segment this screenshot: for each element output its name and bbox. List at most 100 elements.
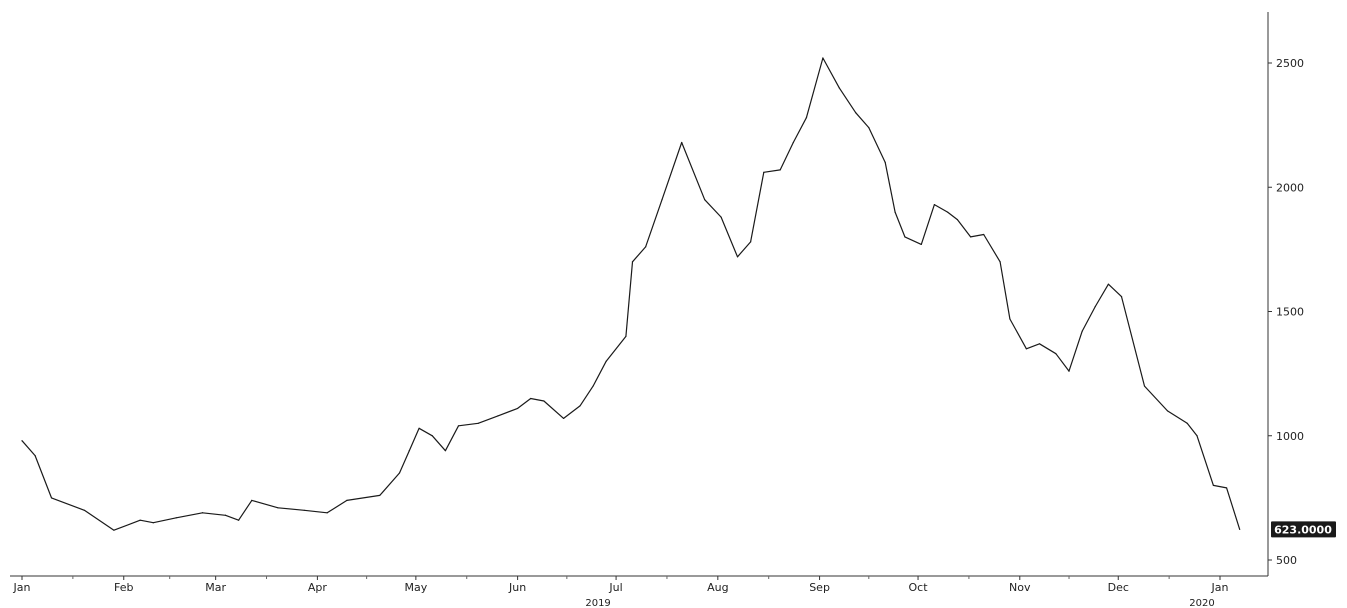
series-point: [175, 517, 177, 519]
series-point: [1107, 283, 1110, 285]
series-point: [838, 87, 840, 89]
series-point: [983, 233, 985, 236]
series-point: [238, 519, 240, 521]
x-tick-label: Apr: [308, 581, 328, 594]
series-point: [625, 335, 627, 337]
series-point: [477, 422, 479, 424]
series-point: [326, 512, 328, 514]
series-point: [34, 455, 36, 457]
series-point: [1166, 410, 1169, 412]
x-tick-label: Nov: [1009, 581, 1031, 594]
series-point: [408, 450, 410, 452]
series-point: [418, 427, 420, 429]
series-point: [139, 519, 141, 521]
x-tick-label: Dec: [1108, 581, 1129, 594]
x-tick-label: Jan: [13, 581, 31, 594]
series-point: [113, 529, 115, 531]
series-line: [21, 57, 1241, 531]
series-point: [517, 407, 519, 410]
series-point: [661, 199, 663, 201]
x-tick-label: Jun: [508, 581, 526, 594]
series-point: [920, 243, 922, 246]
series-point: [1025, 348, 1027, 350]
series-point: [868, 127, 870, 129]
last-value-label: 623.0000: [1274, 523, 1332, 536]
series-point: [579, 405, 581, 407]
series-point: [750, 241, 752, 243]
series-point: [681, 141, 683, 144]
series-point: [1239, 528, 1241, 531]
x-tick-label: Jul: [608, 581, 622, 594]
series-point: [645, 246, 647, 248]
series-point: [444, 450, 447, 452]
series-point: [457, 425, 460, 427]
y-axis: 500 1000 1500 2000 2500 623.0000: [1267, 12, 1336, 576]
x-tick-label: Oct: [909, 581, 929, 594]
series-point: [530, 397, 532, 400]
series-point: [969, 236, 972, 238]
series-point: [933, 204, 936, 206]
series-point: [152, 522, 154, 524]
series-point: [431, 435, 433, 437]
series-point: [543, 400, 545, 402]
x-tick-label: May: [404, 581, 427, 594]
series-point: [605, 360, 607, 362]
series-point: [779, 169, 781, 171]
series-point: [956, 218, 959, 221]
series-point: [1225, 487, 1228, 489]
series-point: [1081, 330, 1083, 332]
last-value-badge: [1271, 521, 1336, 538]
series-point: [592, 385, 594, 387]
series-point: [855, 112, 857, 114]
series-point: [224, 514, 227, 516]
x-tick-label: Mar: [205, 581, 226, 594]
series-point: [884, 161, 886, 163]
series-point: [822, 57, 824, 59]
series-point: [894, 211, 896, 213]
series-point: [1212, 484, 1215, 487]
y-tick-label: 1500: [1276, 306, 1304, 319]
series-point: [21, 440, 23, 442]
series-point: [346, 499, 348, 501]
series-point: [631, 261, 634, 263]
series-point: [201, 512, 204, 514]
series-point: [379, 494, 381, 496]
series-point: [1009, 318, 1011, 320]
series-point: [792, 141, 794, 144]
series-point: [83, 509, 85, 511]
x-tick-label: Sep: [809, 581, 830, 594]
series-point: [497, 415, 499, 417]
y-tick-label: 2000: [1276, 181, 1304, 194]
x-tick-label: Feb: [114, 581, 133, 594]
series-point: [1094, 305, 1096, 308]
x-year-label: 2019: [585, 598, 610, 608]
series-point: [805, 117, 808, 119]
series-point: [1068, 370, 1070, 372]
x-tick-label: Aug: [707, 581, 728, 594]
series-point: [720, 216, 722, 218]
series-point: [277, 507, 279, 509]
series-point: [1055, 353, 1057, 355]
series-point: [946, 211, 949, 213]
series-point: [736, 256, 739, 258]
y-tick-label: 2500: [1276, 57, 1304, 70]
x-axis: Jan Feb Mar Apr May Jun Jul Aug Sep Oct Nov Dec Jan 2…: [10, 575, 1268, 608]
series-point: [704, 199, 706, 201]
series-point: [562, 417, 565, 419]
series-point: [398, 472, 401, 474]
x-year-label: 2020: [1189, 598, 1214, 608]
series-point: [904, 236, 906, 238]
series-point: [999, 261, 1001, 263]
series-point: [1143, 385, 1146, 387]
y-tick-label: 1000: [1276, 430, 1304, 443]
series-point: [763, 171, 765, 173]
series-point: [1186, 422, 1188, 424]
x-tick-label: Jan: [1211, 581, 1229, 594]
series-point: [1196, 435, 1198, 437]
series-point: [50, 497, 53, 499]
series-point: [303, 509, 305, 511]
series-point: [1038, 343, 1041, 345]
y-tick-label: 500: [1276, 554, 1297, 567]
series-point: [251, 499, 253, 501]
